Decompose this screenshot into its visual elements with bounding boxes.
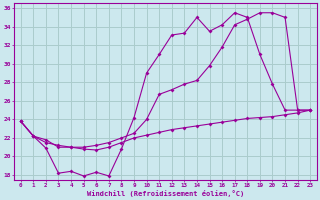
X-axis label: Windchill (Refroidissement éolien,°C): Windchill (Refroidissement éolien,°C) <box>87 190 244 197</box>
